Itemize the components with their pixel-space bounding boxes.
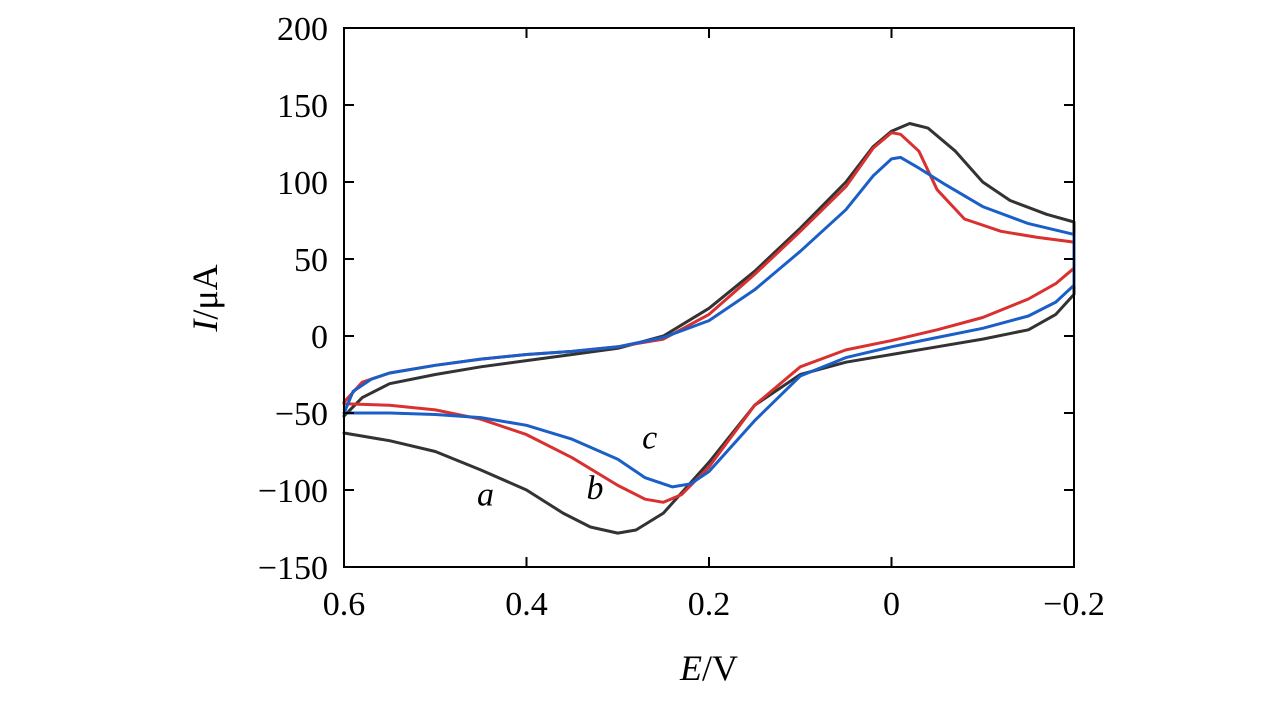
y-tick-label: −100 bbox=[258, 473, 328, 510]
series-label-a: a bbox=[477, 476, 494, 513]
labels-layer: 0.6 0.4 0.2 0 −0.2 200 150 100 50 0 −50 −100 −150 a b c bbox=[258, 11, 1105, 623]
x-axis-title-unit: /V bbox=[702, 648, 738, 688]
y-tick-label: 50 bbox=[294, 242, 328, 279]
series-b-curve bbox=[342, 131, 1076, 504]
x-axis-title: E/V bbox=[679, 648, 738, 688]
y-tick-label: −50 bbox=[275, 396, 328, 433]
x-tick-label: 0 bbox=[883, 586, 900, 623]
plot-frame bbox=[343, 27, 1075, 568]
y-tick-label: 200 bbox=[277, 11, 328, 48]
x-tick-label: 0.4 bbox=[505, 586, 548, 623]
x-tick-label: 0.2 bbox=[688, 586, 731, 623]
series-label-c: c bbox=[642, 419, 657, 456]
series-label-b: b bbox=[586, 470, 603, 507]
y-tick-label: 150 bbox=[277, 88, 328, 125]
x-axis-title-symbol: E bbox=[679, 648, 702, 688]
series-c-curve bbox=[342, 155, 1076, 489]
x-tick-label: −0.2 bbox=[1043, 586, 1105, 623]
ticks-layer bbox=[343, 27, 1075, 568]
y-tick-label: 0 bbox=[311, 319, 328, 356]
y-axis-title-unit: /μA bbox=[185, 264, 225, 319]
y-axis-title: I/μA bbox=[185, 264, 225, 332]
curves-layer bbox=[342, 122, 1076, 535]
y-tick-label: 100 bbox=[277, 165, 328, 202]
y-axis-title-symbol: I bbox=[185, 318, 225, 333]
y-tick-label: −150 bbox=[258, 550, 328, 587]
series-a-curve bbox=[342, 122, 1076, 535]
x-tick-label: 0.6 bbox=[323, 586, 366, 623]
